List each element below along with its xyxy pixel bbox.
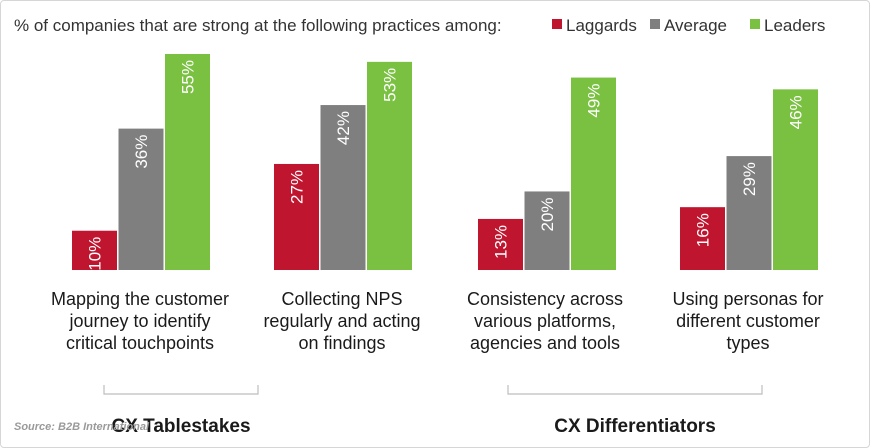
bar-leaders-1 [165, 54, 210, 270]
category-label-2-line-2: regularly and acting [263, 311, 420, 331]
category-label-3-line-2: various platforms, [474, 311, 616, 331]
category-label-4-line-3: types [726, 333, 769, 353]
value-label-leaders-2: 53% [381, 68, 400, 102]
category-label-2-line-1: Collecting NPS [281, 289, 402, 309]
bar-average-2 [320, 105, 366, 271]
category-label-4-line-2: different customer [676, 311, 820, 331]
value-label-average-1: 36% [132, 135, 151, 169]
group-label-1: CX Tablestakes [111, 416, 250, 437]
legend-label-laggards: Laggards [566, 16, 637, 35]
group-label-2: CX Differentiators [554, 416, 716, 437]
category-label-2-line-3: on findings [298, 333, 385, 353]
value-label-leaders-4: 46% [787, 95, 806, 129]
category-label-1-line-1: Mapping the customer [51, 289, 229, 309]
bars [72, 54, 818, 271]
legend-swatch-laggards [552, 19, 562, 29]
bar-average-1 [118, 128, 164, 270]
legend: Laggards Average Leaders [552, 16, 825, 35]
bar-leaders-4 [773, 89, 818, 270]
value-label-average-4: 29% [740, 162, 759, 196]
group-bracket-2 [507, 385, 763, 395]
legend-label-average: Average [664, 16, 727, 35]
source-note: Source: B2B International [14, 421, 150, 433]
legend-swatch-average [650, 19, 660, 29]
bar-laggards-3 [478, 218, 523, 270]
value-label-leaders-1: 55% [179, 60, 198, 94]
category-label-1-line-2: journey to identify [68, 311, 210, 331]
bar-leaders-3 [571, 77, 616, 271]
bar-laggards-4 [680, 207, 725, 270]
group-bracket-1 [103, 385, 259, 395]
value-label-laggards-4: 16% [694, 213, 713, 247]
bar-laggards-2 [274, 163, 319, 270]
bar-laggards-1 [72, 230, 117, 270]
chart-title: % of companies that are strong at the fo… [14, 16, 502, 35]
bar-average-3 [524, 191, 570, 270]
value-label-leaders-3: 49% [585, 84, 604, 118]
category-label-3-line-3: agencies and tools [470, 333, 620, 353]
legend-swatch-leaders [750, 19, 760, 29]
value-label-laggards-2: 27% [288, 170, 307, 204]
bar-average-4 [726, 156, 772, 270]
value-label-laggards-3: 13% [492, 225, 511, 259]
legend-label-leaders: Leaders [764, 16, 825, 35]
category-label-3-line-1: Consistency across [467, 289, 623, 309]
group-labels: CX Tablestakes CX Differentiators [103, 385, 763, 437]
value-label-average-3: 20% [538, 197, 557, 231]
category-label-4-line-1: Using personas for [672, 289, 823, 309]
value-label-average-2: 42% [334, 111, 353, 145]
category-label-1-line-3: critical touchpoints [66, 333, 214, 353]
value-label-laggards-1: 10% [86, 237, 105, 271]
value-labels: 10% 36% 55% 27% 42% 53% 13% 20% 49% 16% 29% 46% [86, 60, 806, 271]
bar-leaders-2 [367, 61, 412, 270]
